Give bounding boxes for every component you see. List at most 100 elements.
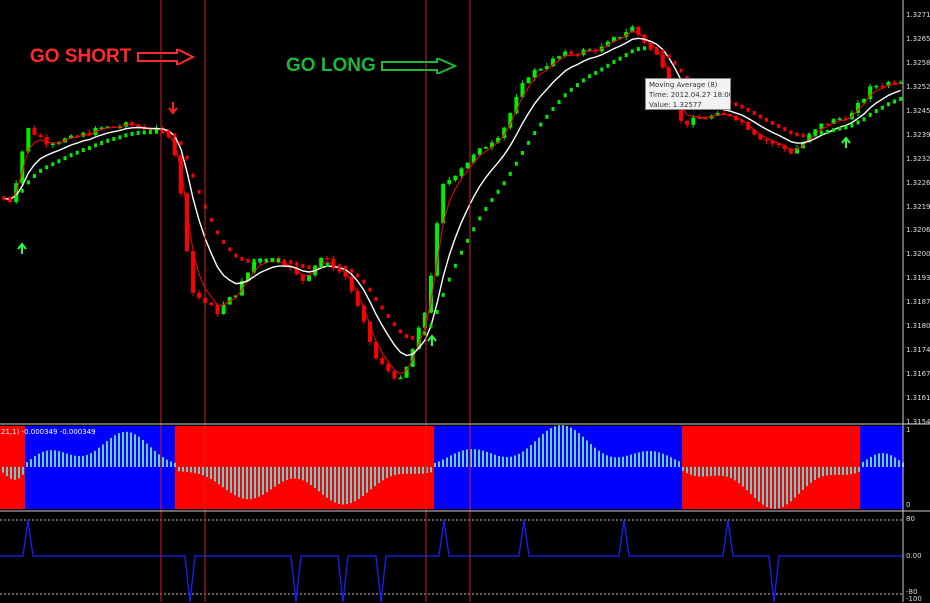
trend-dot (582, 78, 585, 83)
trend-dot (624, 53, 628, 58)
histogram-bar (734, 467, 736, 481)
trend-dot (185, 155, 189, 160)
trend-dot (142, 130, 146, 135)
histogram-bar (458, 451, 460, 467)
candle (374, 339, 379, 360)
histogram-bar (38, 453, 40, 467)
histogram-bar (142, 439, 144, 467)
trend-dot (258, 258, 262, 263)
histogram-bar (666, 455, 668, 467)
trend-dot (130, 131, 134, 136)
histogram-bar (514, 455, 516, 467)
histogram-bar (94, 450, 96, 467)
trend-dot (240, 256, 244, 261)
price-tick-label: 1.32325 (906, 154, 930, 163)
candle (191, 250, 196, 297)
trend-dot (307, 265, 311, 270)
candle-body (874, 85, 879, 88)
histogram-bar (754, 467, 756, 499)
candle (660, 53, 665, 70)
candle-body (569, 51, 574, 55)
histogram-bar (138, 436, 140, 467)
histogram-bar (602, 453, 604, 467)
trend-dot (551, 107, 555, 112)
trend-dot (826, 129, 829, 134)
histogram-bar (374, 467, 376, 487)
candle-body (886, 81, 891, 86)
histogram-bar (346, 467, 348, 505)
trend-dot (392, 322, 396, 327)
trend-dot (313, 265, 317, 270)
trend-dot (87, 146, 91, 151)
candle (398, 375, 403, 380)
trend-dot (234, 253, 238, 258)
trend-dot (161, 129, 165, 134)
candle-body (471, 154, 476, 163)
histogram-bar (858, 467, 860, 472)
candle-body (862, 99, 867, 103)
trend-dot (508, 171, 512, 176)
price-tick-label: 1.32455 (906, 106, 930, 115)
candle-body (453, 175, 458, 181)
histogram-bar (470, 449, 472, 467)
oscillator-tick-label: -100 (906, 595, 922, 603)
histogram-bar (382, 467, 384, 481)
candle (636, 26, 641, 37)
candle-body (398, 377, 403, 380)
candle (75, 134, 80, 138)
candle (868, 83, 873, 103)
trend-dot (441, 292, 445, 297)
candle-body (557, 56, 562, 59)
histogram-bar (294, 467, 296, 479)
histogram-bar (166, 459, 168, 467)
histogram-bar (234, 467, 236, 496)
histogram-bar (170, 461, 172, 467)
trend-dot (636, 47, 640, 52)
trend-dot (777, 123, 781, 128)
histogram-bar (418, 467, 420, 474)
histogram-bar (778, 467, 780, 509)
histogram-bar (742, 467, 744, 487)
histogram-bar (826, 467, 828, 476)
histogram-tick-label: 1 (906, 426, 911, 434)
trend-dot (874, 109, 878, 114)
candle-body (178, 155, 183, 194)
histogram-bar (558, 425, 560, 467)
candle (429, 273, 433, 314)
histogram-bar (126, 431, 128, 467)
candle-body (477, 148, 482, 155)
histogram-bar (266, 467, 268, 493)
histogram-bar (202, 467, 204, 476)
histogram-bar (790, 467, 792, 502)
candle-body (337, 268, 342, 272)
histogram-bar (50, 450, 52, 467)
histogram-bar (526, 448, 528, 467)
candle-body (764, 139, 769, 142)
histogram-bar (206, 467, 208, 477)
histogram-bar (854, 467, 856, 474)
trend-dot (575, 83, 579, 88)
price-tick-label: 1.32585 (906, 58, 930, 67)
histogram-bar (594, 447, 596, 467)
histogram-bar (302, 467, 304, 481)
trend-dot (264, 258, 268, 263)
trend-dot (94, 143, 97, 148)
histogram-bar (86, 454, 88, 467)
histogram-bar (606, 455, 608, 467)
histogram-bar (254, 467, 256, 499)
candle (862, 97, 867, 105)
histogram-bar (390, 467, 392, 477)
candle-body (624, 32, 629, 38)
histogram-bar (54, 450, 56, 467)
price-tick-label: 1.32065 (906, 226, 930, 235)
candle (587, 48, 592, 52)
candle-body (75, 135, 80, 138)
candle-body (697, 117, 702, 120)
histogram-bar (194, 467, 196, 474)
histogram-bar (122, 431, 124, 467)
candle-body (892, 81, 897, 84)
histogram-bar (306, 467, 308, 483)
histogram-bar (174, 462, 176, 467)
trend-dot (447, 277, 451, 282)
